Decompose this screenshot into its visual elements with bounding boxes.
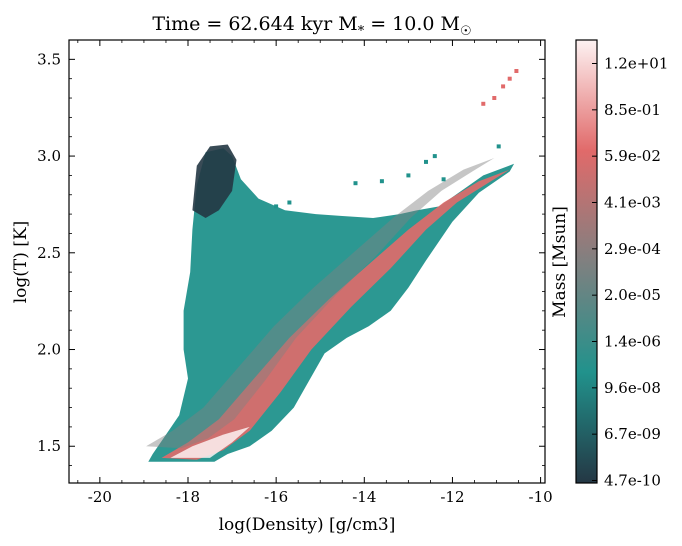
colorbar-tick-label: 9.6e-08	[604, 379, 661, 397]
y-axis-ticks: 1.5 2.0 2.5 3.0 3.5	[37, 50, 545, 466]
x-tick-label: -10	[529, 488, 553, 506]
x-axis-label: log(Density) [g/cm3]	[219, 515, 396, 535]
colorbar-label: Mass [Msun]	[550, 206, 570, 318]
outlier-cell	[501, 84, 506, 89]
chart-title: Time = 62.644 kyr M* = 10.0 M☉	[152, 13, 471, 39]
colorbar-tick-label: 6.7e-09	[604, 425, 661, 443]
outlier-cell	[424, 159, 428, 164]
outlier-cell	[481, 101, 486, 106]
outlier-cell	[507, 76, 512, 81]
outlier-cell	[287, 200, 292, 205]
density-temperature-regions	[146, 144, 515, 462]
x-tick-label: -12	[440, 488, 464, 506]
colorbar-tick-label: 2.9e-04	[604, 240, 661, 258]
y-axis-label: log(T) [K]	[11, 221, 31, 304]
outlier-cell	[441, 177, 446, 182]
outlier-cell	[432, 154, 437, 159]
x-tick-label: -16	[264, 488, 288, 506]
x-tick-label: -14	[352, 488, 376, 506]
x-tick-label: -18	[176, 488, 200, 506]
region-cool-upper-hook	[192, 144, 237, 218]
outlier-cell	[492, 96, 497, 100]
y-tick-label: 3.5	[37, 50, 61, 68]
region-transition-band	[146, 158, 495, 449]
outlier-cell	[274, 204, 279, 209]
outlier-cell	[353, 181, 358, 186]
colorbar-tick-label: 8.5e-01	[604, 101, 661, 119]
outlier-cell	[496, 144, 501, 149]
y-tick-label: 3.0	[37, 147, 61, 165]
colorbar-tick-label: 5.9e-02	[604, 147, 661, 165]
y-tick-label: 1.5	[37, 437, 61, 455]
title-star-subscript: *	[358, 24, 365, 39]
region-peak-mass-core	[170, 426, 250, 458]
region-high-mass-ridge	[161, 169, 510, 460]
outlier-cells	[274, 69, 519, 209]
colorbar	[575, 39, 598, 484]
axes-frame	[68, 39, 546, 484]
y-tick-label: 2.5	[37, 244, 61, 262]
x-tick-label: -20	[88, 488, 112, 506]
outlier-cell	[406, 173, 411, 178]
outlier-cell	[379, 179, 384, 184]
colorbar-tick-label: 2.0e-05	[604, 286, 661, 304]
colorbar-tick-label: 4.1e-03	[604, 194, 661, 212]
plot-area	[146, 69, 519, 462]
outlier-cell	[514, 69, 519, 73]
colorbar-tick-label: 4.7e-10	[604, 472, 661, 490]
x-axis-ticks: -20 -18 -16 -14 -12 -10	[77, 40, 553, 506]
colorbar-tick-label: 1.2e+01	[604, 55, 668, 73]
title-sun-subscript: ☉	[460, 24, 472, 39]
colorbar-tick-label: 1.4e-06	[604, 333, 661, 351]
y-tick-label: 2.0	[37, 341, 61, 359]
colorbar-ticks: 4.7e-10 6.7e-09 9.6e-08 1.4e-06 2.0e-05 2.9e-…	[592, 55, 668, 490]
